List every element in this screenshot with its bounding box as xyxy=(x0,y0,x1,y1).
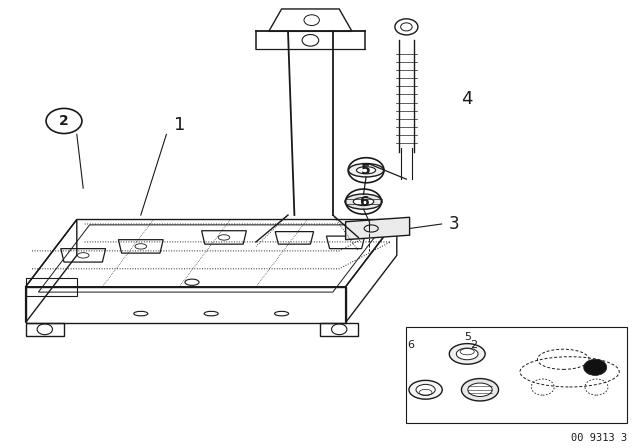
Text: 3: 3 xyxy=(449,215,460,233)
Ellipse shape xyxy=(456,348,478,360)
Ellipse shape xyxy=(409,380,442,399)
Bar xyxy=(406,327,627,423)
Ellipse shape xyxy=(353,198,374,206)
Text: 6: 6 xyxy=(358,194,369,209)
Ellipse shape xyxy=(348,164,384,177)
Ellipse shape xyxy=(345,194,382,209)
Text: 2: 2 xyxy=(470,340,477,350)
Text: 4: 4 xyxy=(461,90,473,108)
Text: 2: 2 xyxy=(59,114,69,128)
Text: 5: 5 xyxy=(361,163,371,177)
Ellipse shape xyxy=(468,383,492,396)
Text: 00 9313 3: 00 9313 3 xyxy=(571,433,627,443)
Polygon shape xyxy=(346,217,410,240)
Ellipse shape xyxy=(416,384,435,395)
Circle shape xyxy=(584,359,607,375)
Text: 6: 6 xyxy=(407,340,414,350)
Ellipse shape xyxy=(356,167,376,174)
Text: 1: 1 xyxy=(173,116,185,134)
Text: 5: 5 xyxy=(464,332,470,341)
Ellipse shape xyxy=(461,379,499,401)
Ellipse shape xyxy=(449,344,485,364)
